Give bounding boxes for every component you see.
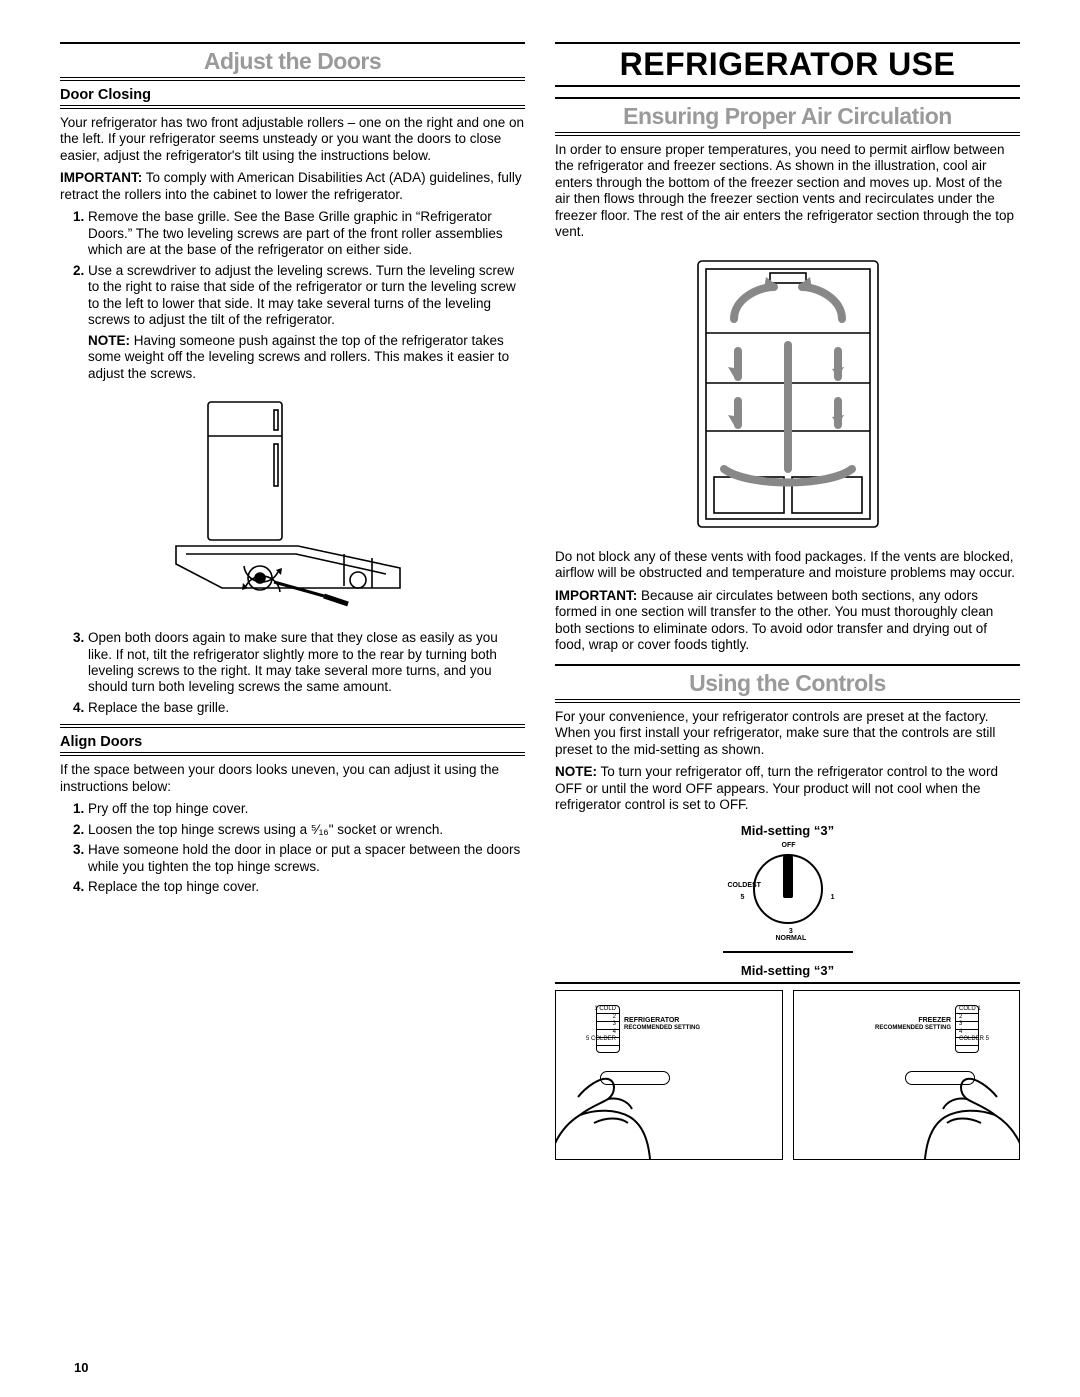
mid-setting-label-1: Mid-setting “3” [555, 823, 1020, 838]
page-number: 10 [74, 1360, 88, 1375]
left-column: Adjust the Doors Door Closing Your refri… [60, 40, 525, 1160]
air-p2: Do not block any of these vents with foo… [555, 549, 1020, 582]
refrigerator-control-panel: 1 COLD 2 3 4 5 COLDER REFRIGERATOR RECOM… [555, 990, 783, 1160]
controls-p1: For your convenience, your refrigerator … [555, 709, 1020, 758]
air-circulation-title: Ensuring Proper Air Circulation [555, 103, 1020, 130]
controls-note: NOTE: To turn your refrigerator off, tur… [555, 764, 1020, 813]
door-closing-steps: Remove the base grille. See the Base Gri… [60, 209, 525, 382]
important-label: IMPORTANT: [60, 170, 142, 185]
door-closing-important: IMPORTANT: To comply with American Disab… [60, 170, 525, 203]
adjust-doors-title: Adjust the Doors [60, 48, 525, 75]
note-label: NOTE: [88, 333, 130, 348]
controls-note-text: To turn your refrigerator off, turn the … [555, 764, 998, 812]
step-2: Use a screwdriver to adjust the leveling… [88, 263, 525, 382]
align-doors-p1: If the space between your doors looks un… [60, 762, 525, 795]
control-panels-illustration: 1 COLD 2 3 4 5 COLDER REFRIGERATOR RECOM… [555, 990, 1020, 1160]
align-step-4: Replace the top hinge cover. [88, 879, 525, 895]
refrigerator-use-title: REFRIGERATOR USE [555, 46, 1020, 83]
align-step-1: Pry off the top hinge cover. [88, 801, 525, 817]
control-dial-illustration: OFF COLDEST 5 1 3NORMAL [555, 842, 1020, 953]
note-text: Having someone push against the top of t… [88, 333, 509, 381]
step-1: Remove the base grille. See the Base Gri… [88, 209, 525, 258]
air-important: IMPORTANT: Because air circulates betwee… [555, 588, 1020, 654]
right-column: REFRIGERATOR USE Ensuring Proper Air Cir… [555, 40, 1020, 1160]
air-p1: In order to ensure proper temperatures, … [555, 142, 1020, 241]
controls-note-label: NOTE: [555, 764, 597, 779]
align-step-2: Loosen the top hinge screws using a ⁵⁄₁₆… [88, 822, 525, 838]
door-closing-steps-cont: Open both doors again to make sure that … [60, 630, 525, 716]
step-2-note: NOTE: Having someone push against the to… [88, 333, 525, 382]
air-important-label: IMPORTANT: [555, 588, 637, 603]
hand-icon [895, 1057, 1020, 1160]
step-3: Open both doors again to make sure that … [88, 630, 525, 696]
dial-coldest: COLDEST [728, 882, 761, 889]
air-circulation-illustration [678, 255, 898, 535]
hand-icon [555, 1057, 680, 1160]
dial-off: OFF [782, 842, 796, 849]
door-closing-p1: Your refrigerator has two front adjustab… [60, 115, 525, 164]
using-controls-title: Using the Controls [555, 670, 1020, 697]
door-closing-heading: Door Closing [60, 87, 525, 103]
mid-setting-label-2: Mid-setting “3” [555, 963, 1020, 978]
freezer-control-panel: COLD 1 2 3 4 COLDER 5 FREEZER RECOMMENDE… [793, 990, 1021, 1160]
dial-1: 1 [831, 894, 835, 901]
align-doors-heading: Align Doors [60, 734, 525, 750]
align-step-3: Have someone hold the door in place or p… [88, 842, 525, 875]
align-doors-steps: Pry off the top hinge cover. Loosen the … [60, 801, 525, 895]
step-4: Replace the base grille. [88, 700, 525, 716]
dial-3-normal: 3NORMAL [776, 928, 807, 942]
leveling-illustration [148, 396, 438, 616]
dial-5: 5 [741, 894, 745, 901]
